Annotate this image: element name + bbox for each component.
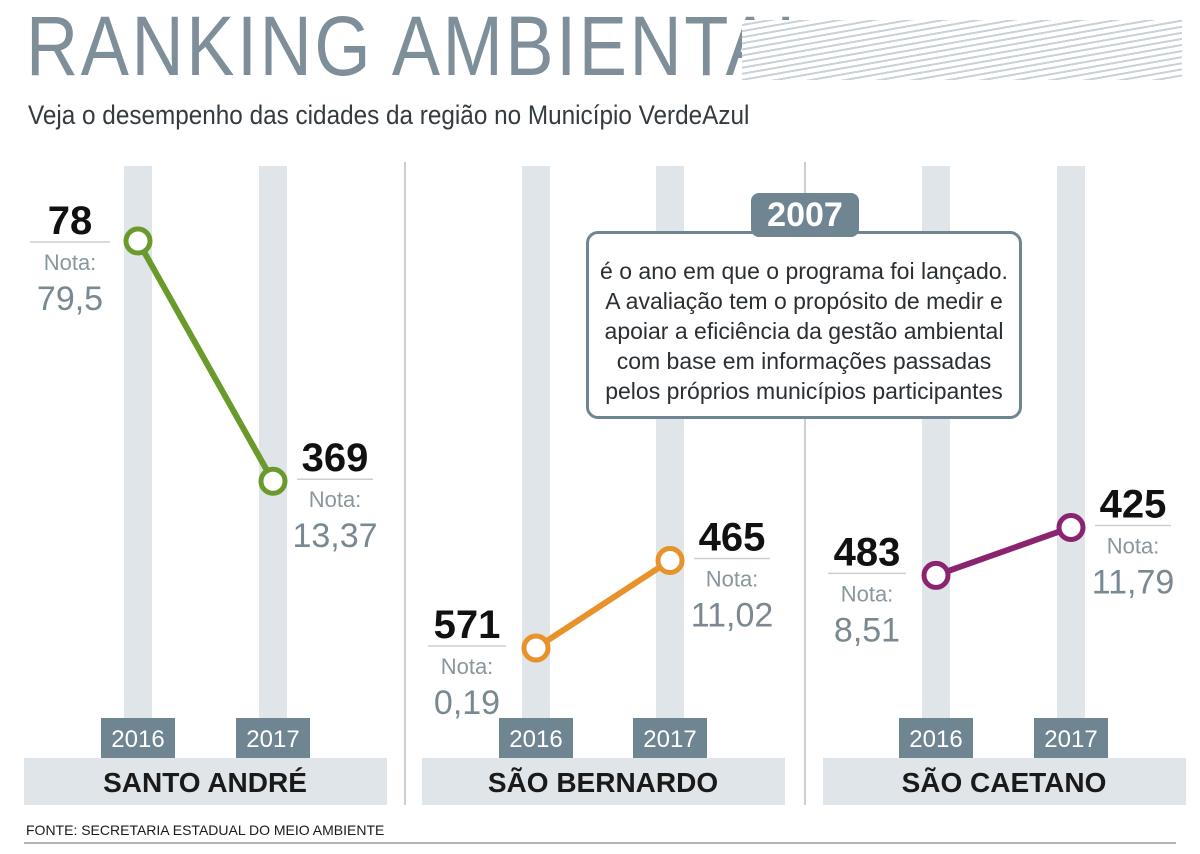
data-point xyxy=(921,560,951,590)
note-label: Nota: xyxy=(309,487,362,512)
city-name: SANTO ANDRÉ xyxy=(103,767,307,798)
rank-label: 369 xyxy=(302,436,369,480)
year-label: 2017 xyxy=(643,726,696,753)
year-tag xyxy=(899,718,973,758)
year-tag xyxy=(499,718,573,758)
page-title: RANKING AMBIENTAL xyxy=(26,0,820,93)
data-point xyxy=(1056,512,1086,542)
note-label: Nota: xyxy=(44,250,97,275)
note-value: 8,51 xyxy=(834,611,900,649)
callout-year: 2007 xyxy=(751,193,859,237)
rank-label: 483 xyxy=(834,530,901,574)
city-name: SÃO CAETANO xyxy=(902,767,1107,798)
year-label: 2017 xyxy=(246,726,299,753)
rank-label: 465 xyxy=(699,515,766,559)
page-subtitle: Veja o desempenho das cidades da região … xyxy=(28,100,750,130)
note-label: Nota: xyxy=(1107,533,1160,558)
rank-label: 78 xyxy=(48,199,93,243)
rank-label: 425 xyxy=(1100,482,1167,526)
callout-text: é o ano em que o programa foi lançado. A… xyxy=(600,258,1008,404)
year-label: 2017 xyxy=(1044,726,1097,753)
year-tag xyxy=(236,718,310,758)
rank-label: 571 xyxy=(434,603,501,647)
year-column xyxy=(1057,166,1085,718)
note-label: Nota: xyxy=(441,654,494,679)
note-value: 13,37 xyxy=(292,517,377,555)
year-label: 2016 xyxy=(509,726,562,753)
data-point xyxy=(258,466,288,496)
city-band xyxy=(823,758,1186,805)
note-value: 11,02 xyxy=(691,596,774,634)
series-line xyxy=(135,239,276,483)
year-column xyxy=(259,166,287,718)
series-line xyxy=(934,524,1073,579)
year-tag xyxy=(1034,718,1108,758)
year-label: 2016 xyxy=(909,726,962,753)
city-name: SÃO BERNARDO xyxy=(488,767,718,798)
decorative-hatch xyxy=(742,20,1182,80)
note-value: 11,79 xyxy=(1092,563,1175,601)
series-line xyxy=(534,557,672,651)
note-label: Nota: xyxy=(841,581,894,606)
note-value: 79,5 xyxy=(37,280,103,318)
city-band xyxy=(422,758,785,805)
data-point xyxy=(521,633,551,663)
note-value: 0,19 xyxy=(434,684,500,722)
note-label: Nota: xyxy=(706,566,759,591)
data-point xyxy=(655,545,685,575)
year-tag xyxy=(101,718,175,758)
city-band xyxy=(24,758,387,805)
year-tag xyxy=(633,718,707,758)
callout-box: é o ano em que o programa foi lançado. A… xyxy=(586,231,1022,419)
year-column xyxy=(522,166,550,718)
data-point xyxy=(123,226,153,256)
source-note: FONTE: SECRETARIA ESTADUAL DO MEIO AMBIE… xyxy=(26,822,385,838)
year-label: 2016 xyxy=(111,726,164,753)
